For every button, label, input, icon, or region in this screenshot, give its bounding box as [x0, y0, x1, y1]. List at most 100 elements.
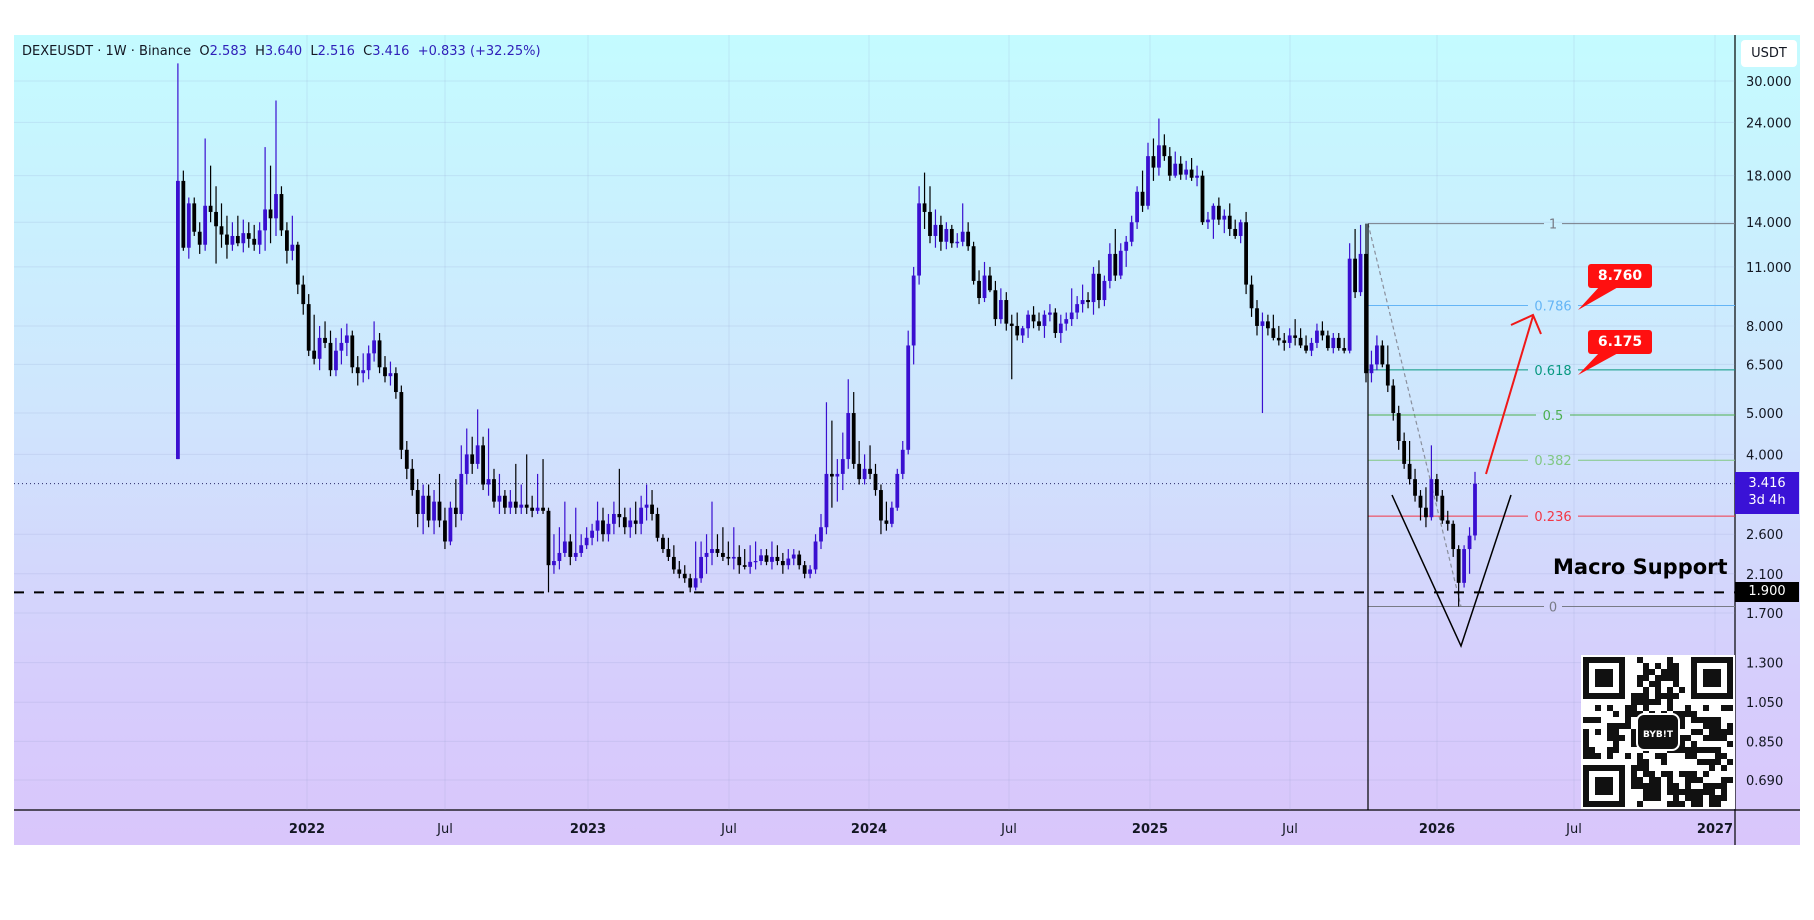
candle-body	[802, 565, 807, 574]
qr-module	[1643, 669, 1649, 675]
v-bottom-pattern	[1391, 494, 1512, 649]
candle-body	[1080, 300, 1085, 305]
candle-body	[998, 300, 1003, 320]
candle-body	[1342, 348, 1347, 351]
candle-body	[323, 337, 327, 343]
candle-body	[830, 473, 834, 477]
fib-level-label: 0.5	[1543, 409, 1564, 424]
qr-module	[1661, 771, 1667, 777]
qr-module	[1673, 675, 1679, 681]
qr-module	[1709, 765, 1715, 771]
qr-module	[1643, 693, 1649, 699]
qr-module	[1691, 771, 1697, 777]
qr-module	[1631, 693, 1637, 699]
qr-module	[1721, 789, 1727, 795]
qr-module	[1721, 705, 1727, 711]
candle-body	[1244, 222, 1248, 285]
candle-body	[780, 561, 785, 566]
qr-module	[1709, 735, 1715, 741]
interval[interactable]: 1W	[105, 44, 127, 59]
candle-body	[868, 468, 872, 474]
candle-body	[383, 367, 387, 377]
target-callout-2[interactable]: 6.175	[1588, 330, 1652, 354]
qr-module	[1667, 777, 1673, 783]
qr-module	[1625, 705, 1631, 711]
qr-module	[1637, 801, 1643, 807]
candle-body	[426, 495, 431, 521]
candle-body	[1271, 328, 1276, 338]
qr-module	[1649, 783, 1655, 789]
qr-module	[1583, 747, 1589, 753]
candle-body	[524, 504, 529, 508]
qr-module	[1643, 795, 1649, 801]
candle-body	[661, 537, 665, 550]
candle-body	[1304, 345, 1308, 351]
target-callout-1[interactable]: 8.760	[1588, 264, 1652, 288]
candle-body	[1113, 253, 1118, 276]
qr-module	[1673, 795, 1679, 801]
candle-body	[748, 561, 753, 567]
qr-module	[1661, 693, 1667, 699]
qr-module	[1667, 783, 1673, 789]
time-tick-label: Jul	[720, 822, 737, 837]
candle-body	[241, 233, 246, 244]
time-tick-label: Jul	[436, 822, 453, 837]
high-value: 3.640	[264, 44, 303, 59]
qr-module	[1643, 783, 1649, 789]
candle-body	[470, 454, 475, 464]
candle-body	[1107, 253, 1112, 281]
price-tick-label: 0.850	[1746, 735, 1783, 750]
qr-module	[1721, 795, 1727, 801]
qr-module	[1679, 711, 1685, 717]
candle-body	[666, 549, 671, 557]
candle-body	[1004, 300, 1009, 324]
symbol[interactable]: DEXEUSDT	[22, 44, 94, 59]
qr-module	[1613, 711, 1619, 717]
qr-finder	[1595, 777, 1613, 795]
qr-module	[1625, 723, 1631, 729]
fib-level-label: 0	[1549, 601, 1557, 616]
candle-body	[437, 501, 442, 521]
qr-module	[1673, 669, 1679, 675]
fib-level-label: 1	[1549, 218, 1557, 233]
candle-body	[219, 226, 224, 235]
candle-body	[1266, 321, 1270, 329]
qr-module	[1583, 735, 1589, 741]
qr-module	[1643, 759, 1649, 765]
qr-module	[1589, 747, 1595, 753]
candle-body	[982, 275, 987, 299]
candle-body	[1227, 215, 1232, 229]
candle-body	[1375, 345, 1379, 365]
candle-body	[1157, 145, 1161, 168]
candle-body	[655, 513, 660, 538]
candle-body	[317, 337, 322, 359]
candle-body	[459, 473, 464, 514]
candle-body	[1287, 335, 1292, 343]
qr-module	[1589, 717, 1595, 723]
qr-module	[1637, 765, 1643, 771]
open-label: O	[199, 44, 210, 59]
candle-body	[1075, 304, 1080, 313]
qr-module	[1715, 759, 1721, 765]
candle-body	[464, 454, 469, 474]
candle-body	[339, 342, 344, 351]
candle-body	[824, 473, 829, 528]
candle-body	[274, 194, 278, 219]
candle-body	[977, 280, 981, 299]
candle-body	[475, 445, 480, 464]
change-value: +0.833 (+32.25%)	[417, 44, 541, 59]
qr-module	[1709, 759, 1715, 765]
candle-body	[1026, 314, 1030, 329]
candle-body	[699, 556, 703, 579]
qr-module	[1679, 789, 1685, 795]
price-tick-label: 1.300	[1746, 657, 1783, 672]
qr-module	[1643, 687, 1649, 693]
candle-body	[1097, 273, 1101, 301]
candle-body	[993, 290, 998, 320]
currency-button[interactable]: USDT	[1741, 40, 1797, 67]
candle-body	[1146, 156, 1150, 206]
qr-module	[1643, 675, 1649, 681]
qr-module	[1655, 681, 1661, 687]
separator: ·	[130, 44, 135, 59]
